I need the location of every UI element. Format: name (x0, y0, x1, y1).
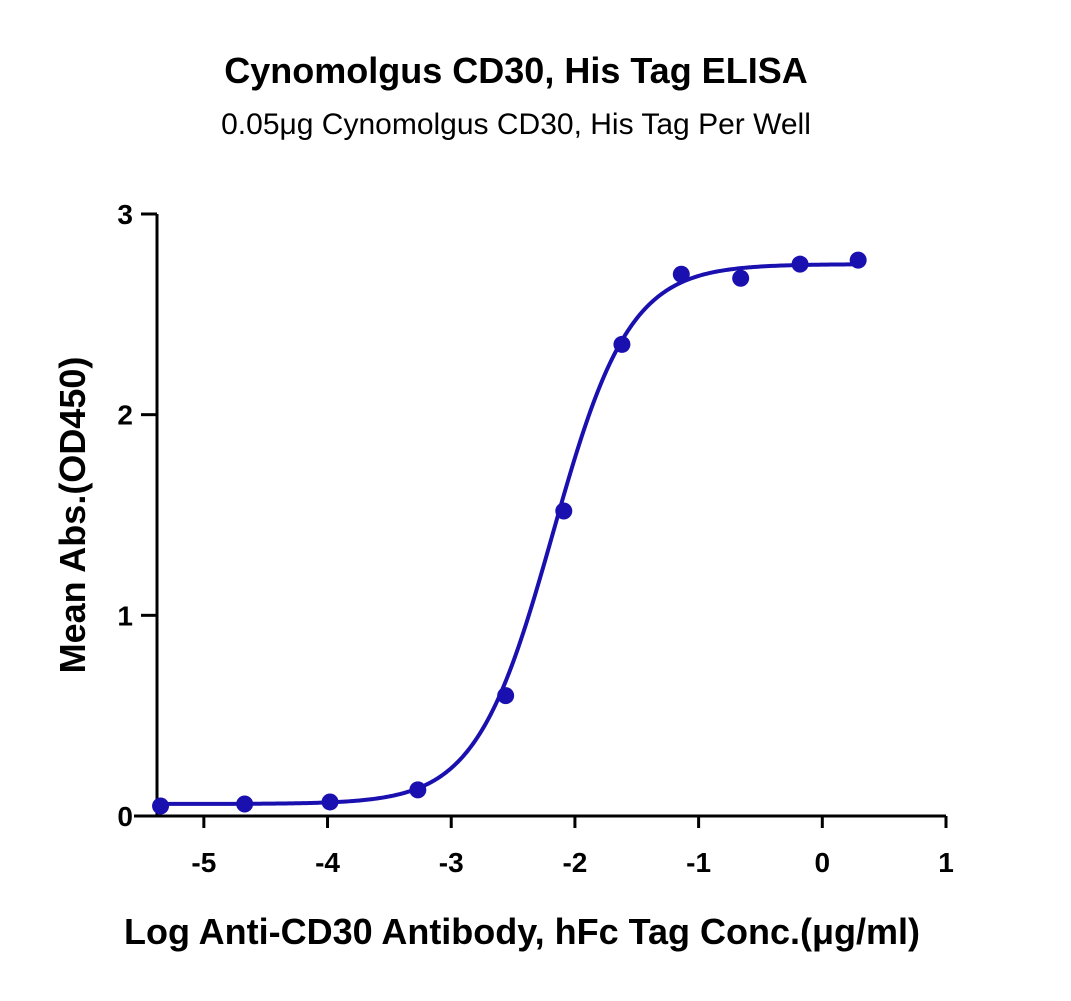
fit-curve (160, 262, 859, 806)
data-point (849, 251, 867, 269)
data-point (409, 781, 427, 799)
x-axis-label: Log Anti-CD30 Antibody, hFc Tag Conc.(μg… (124, 911, 920, 952)
data-point (152, 797, 170, 815)
chart-title: Cynomolgus CD30, His Tag ELISA (224, 50, 807, 91)
y-tick-label: 1 (117, 600, 133, 631)
data-point (672, 265, 690, 283)
data-point (321, 793, 339, 811)
data-point (555, 502, 573, 520)
y-tick-label: 3 (117, 199, 133, 230)
y-axis-label: Mean Abs.(OD450) (52, 357, 93, 674)
axes (134, 214, 946, 818)
y-axis-ticks: 0 1 2 3 (117, 199, 157, 832)
x-tick-label: -5 (191, 847, 216, 878)
x-tick-label: -2 (562, 847, 587, 878)
data-point (497, 687, 515, 705)
x-tick-label: 0 (815, 847, 831, 878)
chart-subtitle: 0.05μg Cynomolgus CD30, His Tag Per Well (221, 108, 811, 141)
data-points (152, 251, 867, 815)
x-tick-label: -4 (315, 847, 340, 878)
x-axis-ticks: -5 -4 -3 -2 -1 0 1 (191, 816, 954, 878)
y-tick-label: 2 (117, 400, 133, 431)
x-tick-label: -1 (686, 847, 711, 878)
x-tick-label: -3 (439, 847, 464, 878)
x-tick-label: 1 (938, 847, 954, 878)
data-point (613, 335, 631, 353)
data-point (236, 795, 254, 813)
y-tick-label: 0 (117, 801, 133, 832)
data-point (732, 269, 750, 287)
data-point (791, 255, 809, 273)
fit-curve-layer (160, 262, 859, 806)
